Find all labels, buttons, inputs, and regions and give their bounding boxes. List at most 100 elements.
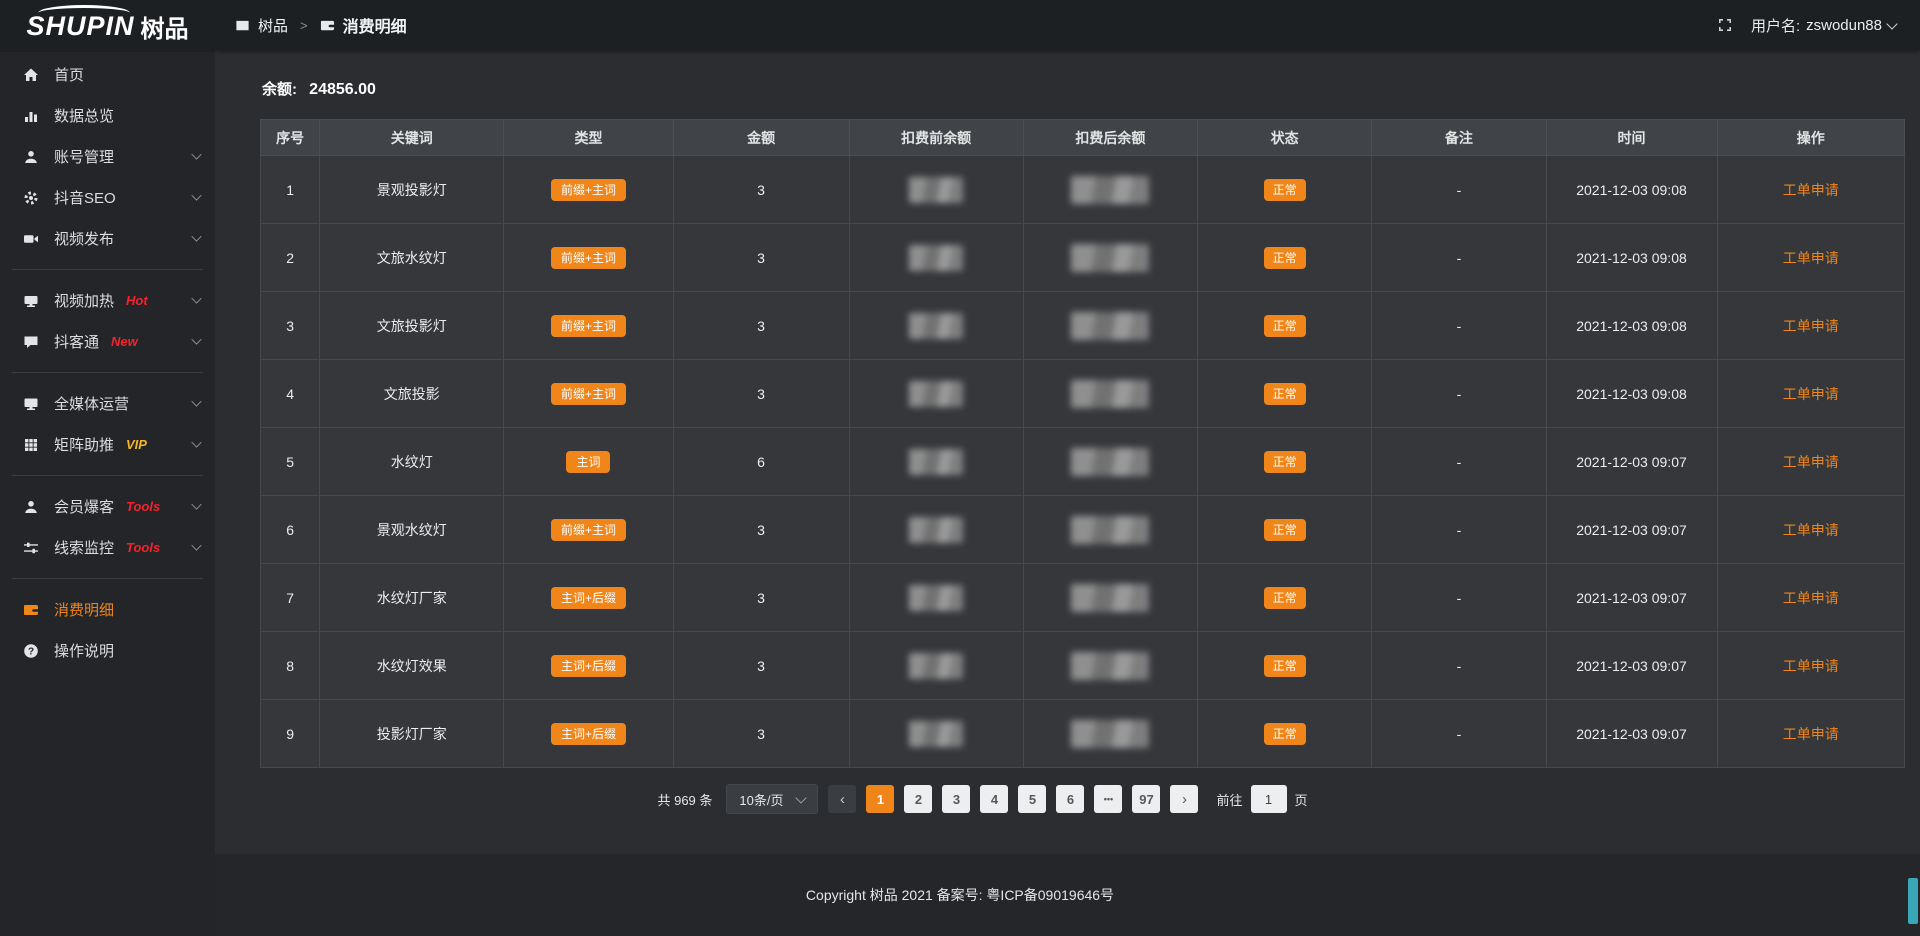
more-pages-button[interactable]: ••• — [1094, 785, 1123, 813]
goto-page-input[interactable] — [1250, 785, 1287, 813]
pagination-total: 共 969 条 — [657, 792, 713, 808]
work-order-link[interactable]: 工单申请 — [1782, 385, 1839, 402]
main-content: 余额: 24856.00 序号 关键词 类型 金额 扣费前余额 扣费后余额 状态 备注 时间 操作… — [215, 50, 1920, 814]
video-icon — [23, 230, 40, 247]
chevron-down-icon — [191, 499, 202, 510]
screen-icon — [23, 292, 40, 309]
logo-arc-decoration — [38, 5, 130, 21]
work-order-link[interactable]: 工单申请 — [1782, 521, 1839, 538]
cell-index: 9 — [259, 699, 321, 768]
username-label: 用户名: — [1750, 17, 1801, 35]
column-header: 类型 — [503, 119, 674, 156]
balance-value: 24856.00 — [309, 81, 376, 98]
cell-post-balance — [1022, 631, 1199, 700]
cell-index: 1 — [259, 155, 321, 224]
cell-type: 前缀+主词 — [503, 291, 674, 360]
blurred-value — [1071, 379, 1150, 408]
work-order-link[interactable]: 工单申请 — [1782, 453, 1839, 470]
page-button-3[interactable]: 3 — [942, 785, 971, 813]
column-header: 金额 — [672, 119, 850, 156]
user-menu[interactable]: 用户名: zswodun88 — [1750, 15, 1898, 36]
sidebar-item-label: 首页 — [54, 67, 85, 84]
sidebar-item-badge: New — [111, 334, 138, 349]
logo-text-cn: 树品 — [140, 15, 189, 43]
sidebar-item-video-heating[interactable]: 视频加热 Hot — [0, 280, 215, 321]
page-button-6[interactable]: 6 — [1056, 785, 1085, 813]
wallet-icon — [320, 18, 335, 33]
blurred-value — [1071, 175, 1150, 204]
menu-divider — [12, 475, 203, 476]
table-row: 5 水纹灯 主词 6 正常 -2021-12-03 09:07 工单申请 — [259, 427, 1905, 496]
type-badge: 主词+后缀 — [550, 586, 626, 609]
gear-icon — [23, 189, 40, 206]
work-order-link[interactable]: 工单申请 — [1782, 589, 1839, 606]
app-window-icon — [235, 18, 250, 33]
cell-pre-balance — [848, 495, 1024, 564]
cell-keyword: 水纹灯 — [319, 427, 505, 496]
cell-action: 工单申请 — [1716, 291, 1905, 360]
footer: Copyright 树品 2021 备案号: 粤ICP备09019646号 — [0, 854, 1920, 936]
blurred-value — [909, 516, 964, 543]
column-header: 时间 — [1545, 119, 1718, 156]
sidebar-item-consumption-details[interactable]: 消费明细 — [0, 589, 215, 630]
breadcrumb-separator: > — [300, 17, 308, 33]
page-size-select[interactable]: 10条/页 — [726, 784, 819, 814]
menu-divider — [12, 372, 203, 373]
work-order-link[interactable]: 工单申请 — [1782, 657, 1839, 674]
sidebar-item-matrix-boost[interactable]: 矩阵助推 VIP — [0, 424, 215, 465]
chevron-down-icon — [191, 293, 202, 304]
work-order-link[interactable]: 工单申请 — [1782, 317, 1839, 334]
page-button-5[interactable]: 5 — [1018, 785, 1047, 813]
page-buttons: 1 2 3 4 5 6 ••• 97 — [866, 785, 1161, 813]
next-page-button[interactable]: › — [1170, 785, 1199, 813]
chevron-down-icon — [191, 396, 202, 407]
cell-pre-balance — [848, 563, 1024, 632]
cell-index: 7 — [259, 563, 321, 632]
cell-action: 工单申请 — [1716, 563, 1905, 632]
menu-divider — [12, 578, 203, 579]
username-value: zswodun88 — [1806, 16, 1882, 34]
consumption-table: 序号 关键词 类型 金额 扣费前余额 扣费后余额 状态 备注 时间 操作 1 景观投影灯 前缀+主词 3… — [259, 119, 1905, 768]
cell-keyword: 文旅水纹灯 — [319, 223, 505, 292]
cell-status: 正常 — [1197, 155, 1373, 224]
sidebar-item-home[interactable]: 首页 — [0, 54, 215, 95]
prev-page-button[interactable]: ‹ — [828, 785, 857, 813]
cell-action: 工单申请 — [1716, 631, 1905, 700]
page-button-97[interactable]: 97 — [1132, 785, 1161, 813]
blurred-value — [1071, 719, 1150, 748]
grid-icon — [23, 436, 40, 453]
cell-status: 正常 — [1197, 359, 1373, 428]
cell-remark: - — [1371, 223, 1547, 292]
cell-keyword: 景观投影灯 — [319, 155, 505, 224]
cell-amount: 3 — [672, 223, 850, 292]
sidebar-item-doukertong[interactable]: 抖客通 New — [0, 321, 215, 362]
sidebar-item-instructions[interactable]: ? 操作说明 — [0, 630, 215, 671]
cell-remark: - — [1371, 563, 1547, 632]
question-icon: ? — [23, 642, 40, 659]
work-order-link[interactable]: 工单申请 — [1782, 725, 1839, 742]
cell-type: 前缀+主词 — [503, 359, 674, 428]
fullscreen-icon[interactable] — [1717, 17, 1733, 33]
sidebar-item-account-management[interactable]: 账号管理 — [0, 136, 215, 177]
sidebar-item-video-publish[interactable]: 视频发布 — [0, 218, 215, 259]
cell-post-balance — [1022, 495, 1199, 564]
sidebar-item-douyin-seo[interactable]: 抖音SEO — [0, 177, 215, 218]
work-order-link[interactable]: 工单申请 — [1782, 181, 1839, 198]
page-button-4[interactable]: 4 — [980, 785, 1009, 813]
floating-widget[interactable] — [1908, 878, 1918, 924]
sidebar-item-badge: Tools — [126, 499, 161, 514]
status-badge: 正常 — [1263, 314, 1306, 337]
sidebar-item-data-overview[interactable]: 数据总览 — [0, 95, 215, 136]
page-button-2[interactable]: 2 — [904, 785, 933, 813]
page-button-1[interactable]: 1 — [866, 785, 895, 813]
sidebar-item-member-burst[interactable]: 会员爆客 Tools — [0, 486, 215, 527]
sidebar-item-lead-monitor[interactable]: 线索监控 Tools — [0, 527, 215, 568]
breadcrumb-root[interactable]: 树品 — [258, 17, 289, 35]
sidebar-item-label: 视频发布 — [54, 231, 115, 248]
sidebar-item-omni-media[interactable]: 全媒体运营 — [0, 383, 215, 424]
cell-pre-balance — [848, 359, 1024, 428]
cell-post-balance — [1022, 223, 1199, 292]
work-order-link[interactable]: 工单申请 — [1782, 249, 1839, 266]
cell-amount: 3 — [672, 359, 850, 428]
cell-keyword: 水纹灯厂家 — [319, 563, 505, 632]
